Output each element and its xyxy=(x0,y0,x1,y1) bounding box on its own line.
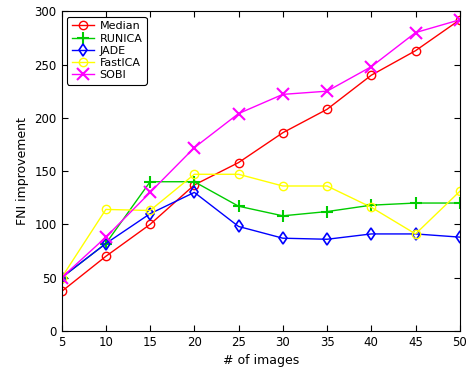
SOBI xyxy=(324,89,330,94)
RUNICA xyxy=(457,201,463,205)
RUNICA xyxy=(413,201,419,205)
Median xyxy=(191,183,197,187)
RUNICA xyxy=(103,241,109,246)
FastICA xyxy=(103,207,109,212)
JADE xyxy=(103,241,109,246)
RUNICA xyxy=(236,204,241,208)
Line: RUNICA: RUNICA xyxy=(56,176,465,283)
Line: FastICA: FastICA xyxy=(57,170,464,282)
SOBI xyxy=(368,64,374,69)
JADE xyxy=(191,190,197,195)
Median xyxy=(147,222,153,227)
FastICA xyxy=(280,184,286,188)
SOBI xyxy=(457,18,463,22)
FastICA xyxy=(147,208,153,213)
JADE xyxy=(147,211,153,216)
FastICA xyxy=(59,275,64,280)
Line: JADE: JADE xyxy=(57,188,464,282)
Y-axis label: FNI improvement: FNI improvement xyxy=(16,117,29,225)
Line: Median: Median xyxy=(57,16,464,296)
JADE xyxy=(368,232,374,236)
SOBI xyxy=(147,190,153,195)
JADE xyxy=(59,275,64,280)
JADE xyxy=(324,237,330,241)
JADE xyxy=(236,224,241,229)
SOBI xyxy=(191,146,197,150)
SOBI xyxy=(280,92,286,97)
Median xyxy=(280,130,286,135)
JADE xyxy=(413,232,419,236)
Median xyxy=(236,160,241,165)
RUNICA xyxy=(147,179,153,184)
FastICA xyxy=(413,232,419,236)
FastICA xyxy=(368,205,374,209)
X-axis label: # of images: # of images xyxy=(223,354,299,367)
SOBI xyxy=(59,275,64,280)
FastICA xyxy=(324,184,330,188)
SOBI xyxy=(413,30,419,35)
SOBI xyxy=(103,235,109,240)
Line: SOBI: SOBI xyxy=(56,14,465,283)
FastICA xyxy=(457,189,463,194)
RUNICA xyxy=(324,209,330,214)
Median xyxy=(368,73,374,77)
JADE xyxy=(457,235,463,240)
JADE xyxy=(280,236,286,241)
RUNICA xyxy=(280,214,286,218)
Median xyxy=(457,18,463,22)
Legend: Median, RUNICA, JADE, FastICA, SOBI: Median, RUNICA, JADE, FastICA, SOBI xyxy=(67,17,147,85)
FastICA xyxy=(236,172,241,177)
RUNICA xyxy=(191,179,197,184)
Median xyxy=(59,289,64,294)
RUNICA xyxy=(59,275,64,280)
Median xyxy=(324,107,330,112)
RUNICA xyxy=(368,203,374,208)
Median xyxy=(103,254,109,259)
FastICA xyxy=(191,172,197,177)
Median xyxy=(413,49,419,53)
SOBI xyxy=(236,111,241,116)
